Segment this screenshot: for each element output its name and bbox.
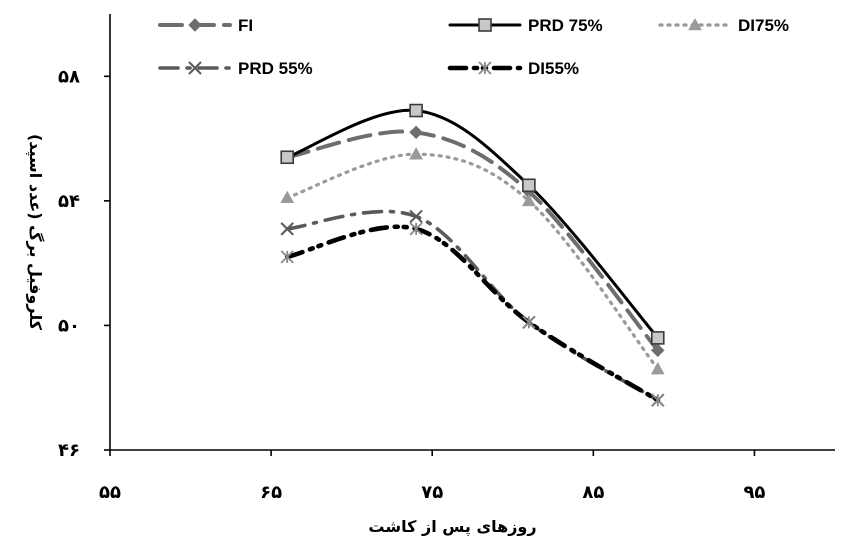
series-line: [284, 224, 661, 403]
y-tick-label: ۵۸: [58, 66, 80, 87]
x-tick-label: ۶۵: [260, 482, 282, 503]
legend-marker: [688, 17, 702, 31]
series-line: [285, 108, 660, 340]
data-point: [651, 393, 665, 407]
legend-label: DI75%: [738, 16, 789, 35]
x-axis-title: روزهای پس از کاشت: [368, 517, 536, 537]
series-line: [285, 209, 660, 402]
legend-label: DI55%: [528, 59, 579, 78]
data-point: [280, 250, 294, 264]
data-point: [522, 315, 536, 329]
data-point: [280, 222, 294, 236]
legend-marker: [478, 18, 492, 32]
marker-stroke: [188, 61, 202, 75]
series-di55: [280, 222, 665, 407]
series-layer: [280, 103, 665, 407]
x-tick-label: ۷۵: [421, 482, 443, 503]
marker-stroke: [409, 209, 423, 224]
legend: FI PRD 75% DI75% PRD 55% DI55%: [158, 16, 789, 78]
data-point: [409, 147, 423, 160]
marker-stroke: [280, 222, 294, 236]
data-point: [650, 361, 665, 375]
legend-marker: [188, 61, 202, 75]
series-line: [285, 129, 660, 353]
series-line: [285, 152, 660, 371]
data-point: [409, 103, 423, 118]
data-point: [280, 150, 295, 165]
data-point: [409, 209, 423, 224]
data-point: [651, 343, 665, 358]
legend-item: FI: [158, 16, 253, 35]
axes: ۴۶ ۵۰ ۵۴ ۵۸ ۵۵ ۶۵ ۷۵ ۸۵ ۹۵: [58, 14, 835, 503]
data-point: [409, 222, 423, 236]
data-point: [522, 178, 536, 193]
series-prd-75: [280, 103, 665, 345]
legend-item: DI55%: [447, 59, 579, 78]
data-point: [280, 190, 295, 204]
legend-item: DI75%: [658, 16, 789, 35]
legend-label: PRD 55%: [238, 59, 313, 78]
x-tick-label: ۹۵: [743, 482, 765, 503]
data-point: [409, 125, 423, 140]
legend-marker: [478, 61, 492, 75]
legend-item: PRD 75%: [448, 16, 603, 35]
x-tick-label: ۸۵: [582, 482, 604, 503]
x-tick-label: ۵۵: [99, 482, 121, 503]
legend-item: PRD 55%: [158, 59, 313, 78]
legend-marker: [188, 18, 202, 32]
legend-label: PRD 75%: [528, 16, 603, 35]
legend-label: FI: [238, 16, 253, 35]
y-tick-label: ۵۴: [58, 191, 80, 212]
y-axis-title: کلروفیل برگ (عدد اسپد): [25, 134, 45, 331]
y-tick-label: ۵۰: [58, 315, 80, 336]
y-tick-label: ۴۶: [58, 440, 80, 461]
data-point: [650, 331, 665, 345]
series-di75: [280, 147, 665, 375]
data-point: [522, 193, 536, 207]
